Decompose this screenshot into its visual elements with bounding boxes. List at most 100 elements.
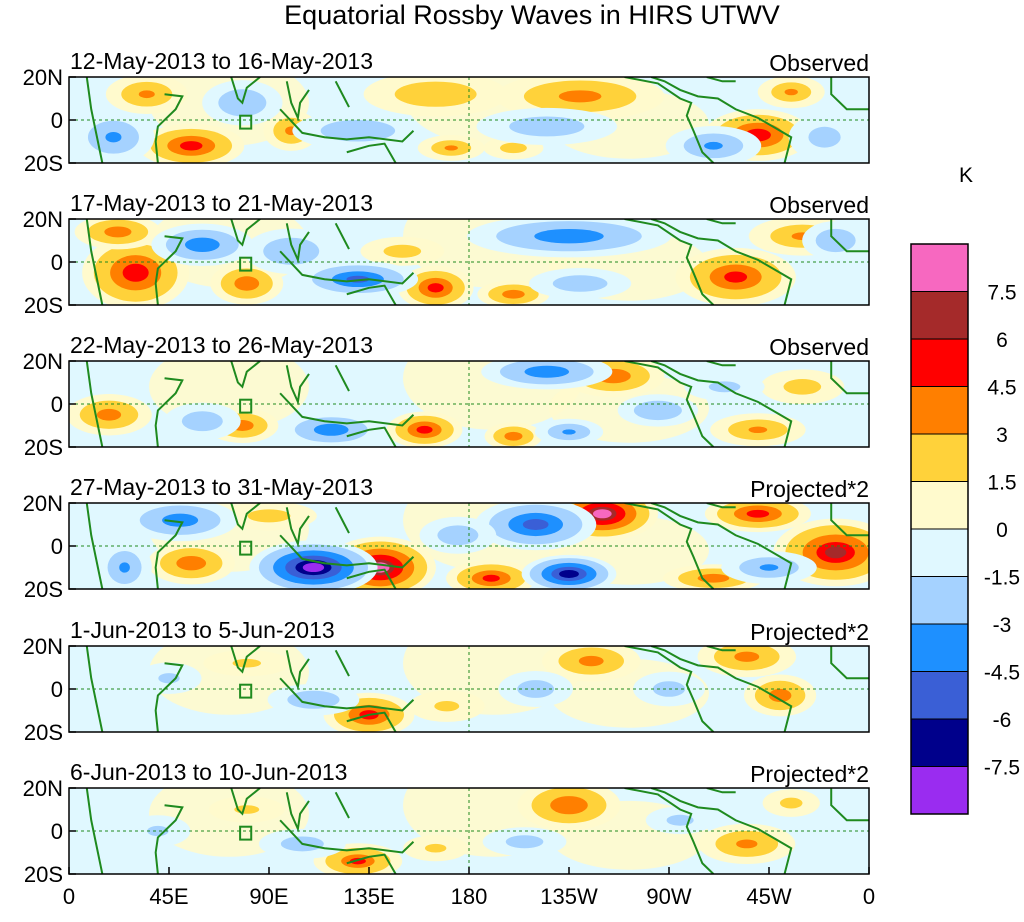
anomaly-core — [417, 426, 432, 434]
coast-india — [230, 361, 261, 389]
anomaly-core — [704, 575, 723, 581]
coast-americas-east — [650, 646, 793, 732]
coast-indonesia — [279, 534, 415, 569]
colorbar-level-label: -3 — [993, 614, 1012, 637]
coast-philippines — [334, 222, 350, 250]
coast-africa-east — [154, 235, 184, 305]
anomaly-field — [136, 646, 817, 732]
coast-west-africa — [830, 646, 869, 680]
coast-indonesia — [279, 108, 415, 143]
panel-date-range: 1-Jun-2013 to 5-Jun-2013 — [70, 617, 335, 643]
colorbar-swatch — [910, 433, 969, 482]
anomaly-field — [97, 503, 869, 589]
anomaly-core — [784, 799, 798, 807]
x-tick-label: 135W — [540, 884, 598, 909]
anomaly-core — [704, 141, 723, 150]
colorbar-level-label: 4.5 — [987, 377, 1016, 400]
coast-americas-west — [624, 788, 715, 874]
coastlines — [85, 77, 869, 163]
panel-date-range: 22-May-2013 to 26-May-2013 — [70, 332, 373, 358]
anomaly-core — [236, 659, 258, 667]
anomaly-core — [109, 228, 126, 236]
anomaly-core — [193, 240, 212, 249]
coast-caribbean — [706, 219, 736, 225]
anomaly-core — [344, 126, 372, 135]
coast-australia — [346, 284, 397, 305]
anomaly-core — [816, 132, 833, 143]
y-tick-label: 20N — [23, 349, 63, 374]
coast-africa-east — [154, 804, 184, 874]
colorbar-swatch — [910, 766, 969, 815]
y-tick-label: 20S — [24, 151, 63, 176]
colorbar-level-label: -6 — [993, 709, 1012, 732]
colorbar-level-label: -4.5 — [984, 662, 1020, 685]
anomaly-core — [240, 279, 254, 288]
coast-west-africa — [830, 77, 869, 111]
panel-type-label: Projected*2 — [750, 761, 869, 787]
anomaly-core — [748, 426, 768, 434]
anomaly-core — [748, 510, 768, 517]
panel-type-label: Projected*2 — [750, 476, 869, 502]
colorbar: K 7.5 6 4.5 3 1.5 0 -1.5 -3 -4.5 -6 -7.5 — [910, 164, 1020, 815]
anomaly-core — [194, 417, 211, 426]
panel-group: 20N 0 20S 12-May-2013 to 16-May-2013 Observe… — [23, 48, 870, 887]
colorbar-level-label: 3 — [996, 424, 1008, 447]
anomaly-core — [561, 570, 577, 578]
y-tick-label: 0 — [51, 677, 63, 702]
anomaly-core — [532, 122, 562, 131]
anomaly-field — [74, 219, 869, 305]
coast-indochina — [285, 223, 310, 264]
coast-africa-east — [154, 377, 184, 447]
colorbar-level-label: 0 — [996, 519, 1008, 542]
coast-india — [230, 646, 261, 674]
x-tick-label: 90E — [249, 884, 288, 909]
anomaly-core — [562, 429, 576, 435]
colorbar-swatch — [910, 718, 969, 767]
panel-type-label: Projected*2 — [750, 619, 869, 645]
y-tick-label: 20S — [24, 720, 63, 745]
colorbar-swatch — [910, 481, 969, 530]
colorbar-swatch — [910, 386, 969, 435]
coast-australia — [346, 853, 397, 874]
anomaly-core — [737, 652, 757, 661]
coast-indochina — [285, 650, 310, 691]
anomaly-core — [444, 145, 458, 151]
y-tick-label: 0 — [51, 534, 63, 559]
coast-india — [230, 503, 261, 531]
coast-indochina — [285, 792, 310, 833]
anomaly-core — [119, 562, 130, 573]
colorbar-swatch — [910, 243, 969, 292]
anomaly-core — [429, 283, 443, 292]
coast-philippines — [334, 364, 350, 392]
panel-date-range: 12-May-2013 to 16-May-2013 — [70, 48, 373, 74]
x-tick-label: 0 — [863, 884, 875, 909]
coast-australia — [346, 142, 397, 163]
y-tick-label: 0 — [51, 250, 63, 275]
x-tick-label: 90W — [646, 884, 691, 909]
y-tick-label: 20N — [23, 491, 63, 516]
coast-caribbean — [706, 77, 736, 83]
y-tick-label: 20N — [23, 776, 63, 801]
y-tick-label: 20S — [24, 577, 63, 602]
coast-americas-east — [650, 503, 793, 589]
anomaly-core — [784, 88, 798, 96]
x-tick-label: 45W — [746, 884, 791, 909]
coast-indonesia — [279, 677, 415, 712]
coast-americas-west — [624, 361, 715, 447]
y-tick-label: 20S — [24, 435, 63, 460]
coast-australia — [346, 426, 397, 447]
anomaly-core — [508, 433, 519, 439]
reference-box — [239, 256, 253, 272]
y-tick-label: 0 — [51, 819, 63, 844]
coast-caribbean — [706, 503, 736, 509]
anomaly-core — [449, 531, 466, 540]
coast-caribbean — [706, 788, 736, 794]
colorbar-swatch — [910, 338, 969, 387]
coast-india — [230, 788, 261, 816]
anomaly-core — [825, 546, 847, 559]
anomaly-core — [101, 410, 117, 419]
colorbar-swatch — [910, 671, 969, 720]
coast-philippines — [334, 649, 350, 677]
coast-indonesia — [279, 250, 415, 285]
